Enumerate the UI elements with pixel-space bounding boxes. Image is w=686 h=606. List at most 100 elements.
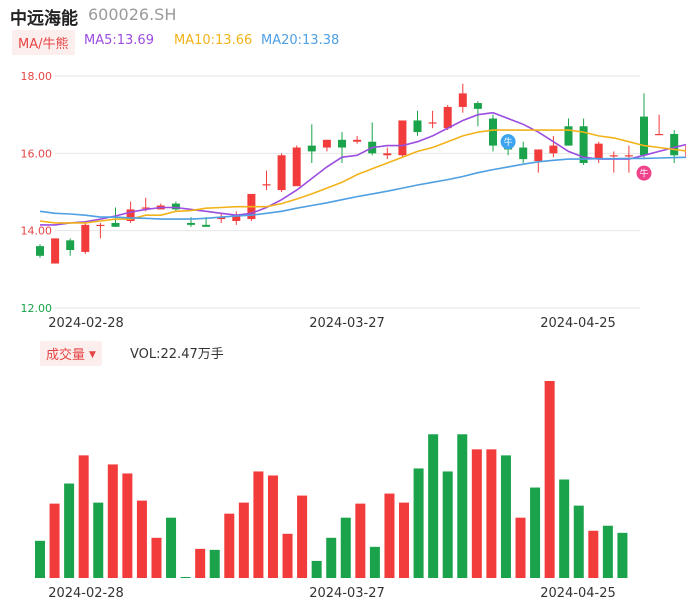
candle-body (96, 224, 105, 227)
volume-bar (49, 503, 60, 578)
y-tick-label: 12.00 (21, 302, 53, 315)
volume-toggle-button[interactable]: 成交量 ▼ (40, 341, 102, 366)
candle-body (307, 145, 316, 152)
candle-body (383, 153, 392, 156)
volume-bar (326, 537, 337, 578)
stock-name: 中远海能 (10, 9, 78, 29)
candle-body (428, 122, 437, 124)
ma20-value: MA20:13.38 (261, 33, 340, 48)
stock-code: 600026.SH (88, 5, 177, 24)
volume-bar (442, 471, 453, 578)
candle-body (609, 155, 618, 157)
candle-body (217, 217, 226, 220)
volume-bar (107, 464, 118, 578)
volume-bar (602, 525, 613, 578)
candle-body (81, 224, 90, 252)
candle-body (489, 118, 497, 146)
volume-bar (369, 546, 380, 578)
x-tick-label: 2024-03-27 (309, 586, 385, 601)
volume-bar (384, 493, 395, 578)
volume-bar (297, 495, 308, 578)
volume-bar (282, 533, 293, 578)
volume-bar (500, 455, 511, 578)
volume-bar (93, 502, 104, 578)
candle-body (519, 147, 528, 160)
volume-bar (151, 537, 162, 578)
candle-body (232, 215, 241, 221)
x-tick-label: 2024-04-25 (540, 586, 616, 601)
ma20-line (39, 156, 686, 220)
volume-bar (355, 503, 366, 578)
candle-body (640, 116, 648, 156)
volume-bar (64, 483, 75, 578)
volume-bar (267, 475, 278, 578)
candle-body (292, 147, 301, 187)
ma5-line (40, 111, 686, 226)
candle-body (398, 120, 407, 156)
candle-body (171, 203, 180, 210)
bull-marker-icon (500, 134, 516, 150)
candle-body (458, 93, 467, 107)
volume-bar (588, 530, 599, 578)
candle-body (187, 222, 195, 225)
volume-bar (428, 434, 439, 578)
ma5-value: MA5:13.69 (84, 33, 154, 48)
volume-bar (530, 487, 541, 578)
candle-body (534, 149, 543, 162)
volume-bar (209, 549, 220, 578)
bear-marker-icon (636, 165, 652, 181)
caret-down-icon: ▼ (89, 350, 96, 360)
candle-body (549, 145, 558, 154)
volume-bar (544, 381, 555, 578)
volume-bar (457, 434, 468, 578)
volume-bar (224, 513, 235, 578)
candle-body (322, 139, 331, 148)
candle-body (443, 106, 452, 129)
volume-bar (195, 548, 206, 578)
y-tick-label: 14.00 (21, 225, 53, 238)
volume-bar (573, 505, 584, 578)
candle-body (141, 207, 150, 209)
y-tick-label: 18.00 (21, 70, 53, 83)
volume-bar (238, 502, 249, 578)
candle-body (564, 126, 573, 146)
volume-bar (559, 479, 570, 578)
volume-bar (311, 560, 322, 578)
candle-body (655, 134, 664, 136)
candle-body (51, 238, 60, 264)
ma-toggle-button[interactable]: MA/牛熊 (12, 30, 75, 55)
volume-toggle-label: 成交量 (46, 348, 86, 363)
volume-bar (35, 540, 45, 578)
candle-body (36, 246, 44, 256)
candle-body (202, 224, 211, 227)
volume-bar (515, 517, 526, 578)
x-tick-label: 2024-02-28 (48, 316, 124, 331)
candle-body (111, 222, 120, 227)
volume-value: VOL:22.47万手 (130, 347, 224, 362)
candle-body (670, 134, 679, 156)
volume-bar (122, 473, 133, 578)
volume-bar (486, 449, 497, 578)
y-tick-label: 16.00 (21, 147, 53, 160)
x-tick-label: 2024-02-28 (48, 586, 124, 601)
volume-bar (413, 468, 424, 578)
candle-body (66, 240, 75, 250)
candle-body (277, 155, 286, 191)
candle-body (338, 139, 346, 148)
ma10-line (39, 129, 686, 224)
volume-bar (617, 532, 628, 578)
candle-body (126, 209, 135, 221)
volume-bar (340, 517, 351, 578)
candle-body (353, 139, 362, 142)
volume-bar (471, 449, 482, 578)
marker-label: 牛 (639, 168, 648, 180)
candle-body (624, 155, 633, 157)
candle-body (473, 103, 482, 109)
ma10-value: MA10:13.66 (174, 33, 253, 48)
candle-body (594, 143, 603, 160)
volume-bar (180, 576, 191, 578)
volume-bar (136, 500, 147, 578)
volume-bar (399, 502, 410, 578)
volume-bar (78, 455, 89, 578)
